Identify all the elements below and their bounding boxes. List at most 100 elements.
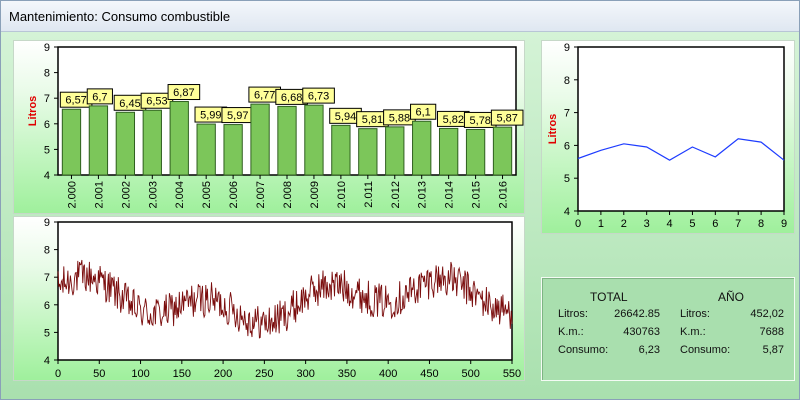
data-label-box: [302, 87, 335, 104]
bar-chart-ytick-label: 6: [44, 119, 50, 131]
history-chart-xtick-label: 350: [338, 368, 356, 380]
bar-chart-xtick-label: 2.015: [471, 181, 483, 209]
data-label-box: [86, 88, 113, 105]
total-km-value: 430763: [623, 326, 660, 338]
total-km-label: K.m.:: [558, 326, 584, 338]
monthly-chart-xtick-label: 9: [781, 218, 787, 230]
history-chart-ytick-label: 9: [44, 217, 50, 229]
history-series-line: [57, 259, 513, 339]
history-chart-xtick-label: 100: [131, 368, 149, 380]
data-label: 6,53: [146, 96, 167, 108]
history-chart-xtick-label: 250: [255, 368, 273, 380]
history-chart-ytick-label: 6: [44, 300, 50, 312]
monthly-chart-ytick-label: 8: [564, 75, 570, 87]
yearly-bar-chart-panel: 4 5 6 7 8 9 Litros 6,57 2.000 6,7 2.001 6,45 2.002 6,…: [13, 40, 525, 214]
monthly-chart-xtick-label: 7: [735, 218, 741, 230]
data-label: 5,97: [227, 110, 248, 122]
data-label: 6,73: [308, 91, 329, 103]
history-chart-plot-frame: [57, 221, 513, 361]
bar-chart-xtick-label: 2.005: [201, 181, 213, 209]
bar: [412, 120, 432, 176]
history-line-chart-panel: 4 5 6 7 8 9 0 50 100 150 200 250 300 350 400 450 500 550: [13, 216, 525, 381]
bar-chart-xtick-label: 2.013: [417, 181, 429, 209]
history-chart-xtick-label: 550: [503, 368, 521, 380]
year-header: AÑO: [718, 290, 745, 304]
bar-chart-xtick-label: 2.006: [228, 181, 240, 209]
monthly-chart-plot-area: [578, 47, 784, 211]
data-label: 5,94: [335, 111, 356, 123]
monthly-chart-xtick-label: 2: [621, 218, 627, 230]
total-litros-label: Litros:: [558, 308, 588, 320]
total-litros-value: 26642.85: [614, 308, 660, 320]
data-label: 6,1: [415, 107, 430, 119]
stats-panel: TOTAL AÑO Litros: 26642.85 K.m.: 430763 …: [541, 277, 795, 381]
data-label: 6,57: [65, 95, 86, 107]
history-line-chart: 4 5 6 7 8 9 0 50 100 150 200 250 300 350 400 450 500 550: [44, 217, 521, 380]
year-consumo-value: 5,87: [762, 344, 784, 356]
total-consumo-label: Consumo:: [558, 344, 609, 356]
data-label: 5,88: [389, 112, 410, 124]
window-title: Mantenimiento: Consumo combustible: [9, 9, 231, 24]
year-km-value: 7688: [759, 326, 784, 338]
bar: [304, 104, 324, 176]
history-chart-xtick-label: 150: [173, 368, 191, 380]
bar: [385, 126, 405, 176]
data-label: 6,68: [281, 92, 302, 104]
monthly-chart-xtick-label: 4: [666, 218, 672, 230]
history-chart-xtick-label: 50: [93, 368, 105, 380]
bar-chart-ytick-label: 5: [44, 144, 50, 156]
year-litros-value: 452,02: [750, 308, 784, 320]
yearly-bar-chart: 4 5 6 7 8 9 Litros 6,57 2.000 6,7 2.001 6,45 2.002 6,…: [27, 42, 524, 209]
bar: [115, 111, 136, 176]
data-label: 6,87: [173, 87, 194, 99]
history-chart-xtick-label: 500: [462, 368, 480, 380]
data-label: 6,7: [92, 91, 107, 103]
bar: [196, 123, 216, 176]
monthly-chart-y-axis-title: Litros: [547, 114, 559, 145]
bar: [223, 124, 243, 176]
history-chart-xtick-label: 300: [296, 368, 314, 380]
history-chart-ytick-label: 5: [44, 327, 50, 339]
data-label: 5,82: [443, 114, 464, 126]
history-chart-xtick-label: 450: [420, 368, 438, 380]
title-bar[interactable]: Mantenimiento: Consumo combustible: [1, 1, 799, 32]
year-km-label: K.m.:: [680, 326, 706, 338]
data-label: 5,99: [200, 110, 221, 122]
data-label-box: [167, 84, 201, 101]
monthly-chart-xtick-label: 3: [644, 218, 650, 230]
data-label: 5,81: [362, 114, 383, 126]
monthly-chart-ytick-label: 9: [564, 42, 570, 54]
bar-chart-xtick-label: 2.014: [444, 181, 456, 209]
monthly-chart-ytick-label: 5: [564, 173, 570, 185]
data-label: 6,77: [254, 90, 275, 102]
bar-chart-ytick-label: 8: [44, 68, 50, 80]
bar-chart-xtick-label: 2.009: [309, 181, 321, 209]
data-label: 5,78: [470, 115, 491, 127]
history-chart-ytick-label: 4: [44, 355, 50, 367]
monthly-chart-xtick-label: 1: [598, 218, 604, 230]
bar-chart-xtick-label: 2.008: [282, 181, 294, 209]
bar: [61, 108, 82, 176]
monthly-chart-xtick-label: 6: [712, 218, 718, 230]
year-consumo-label: Consumo:: [680, 344, 731, 356]
monthly-chart-xtick-label: 0: [575, 218, 581, 230]
monthly-chart-plot-frame: [577, 46, 785, 212]
series-line: [577, 138, 785, 161]
bar: [465, 128, 486, 176]
monthly-chart-ytick-label: 6: [564, 140, 570, 152]
data-label-box: [490, 109, 524, 126]
bar-chart-ytick-label: 9: [44, 42, 50, 54]
history-chart-xtick-label: 400: [379, 368, 397, 380]
year-litros-label: Litros:: [680, 308, 710, 320]
bar: [358, 128, 378, 176]
bar: [250, 103, 270, 176]
bar: [88, 105, 109, 176]
history-chart-xtick-label: 200: [214, 368, 232, 380]
data-label: 5,87: [496, 113, 517, 125]
bar-chart-xtick-label: 2.010: [336, 181, 348, 209]
bar: [277, 105, 297, 176]
bar-chart-y-axis-title: Litros: [27, 96, 39, 127]
bar-chart-xtick-label: 2.000: [66, 181, 78, 209]
total-consumo-value: 6,23: [638, 344, 660, 356]
history-chart-ytick-label: 7: [44, 272, 50, 284]
